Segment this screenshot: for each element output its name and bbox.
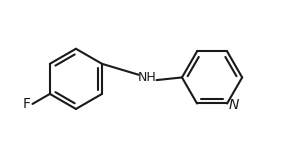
Text: F: F <box>22 97 30 111</box>
Text: N: N <box>229 98 239 112</box>
Text: NH: NH <box>138 71 157 84</box>
